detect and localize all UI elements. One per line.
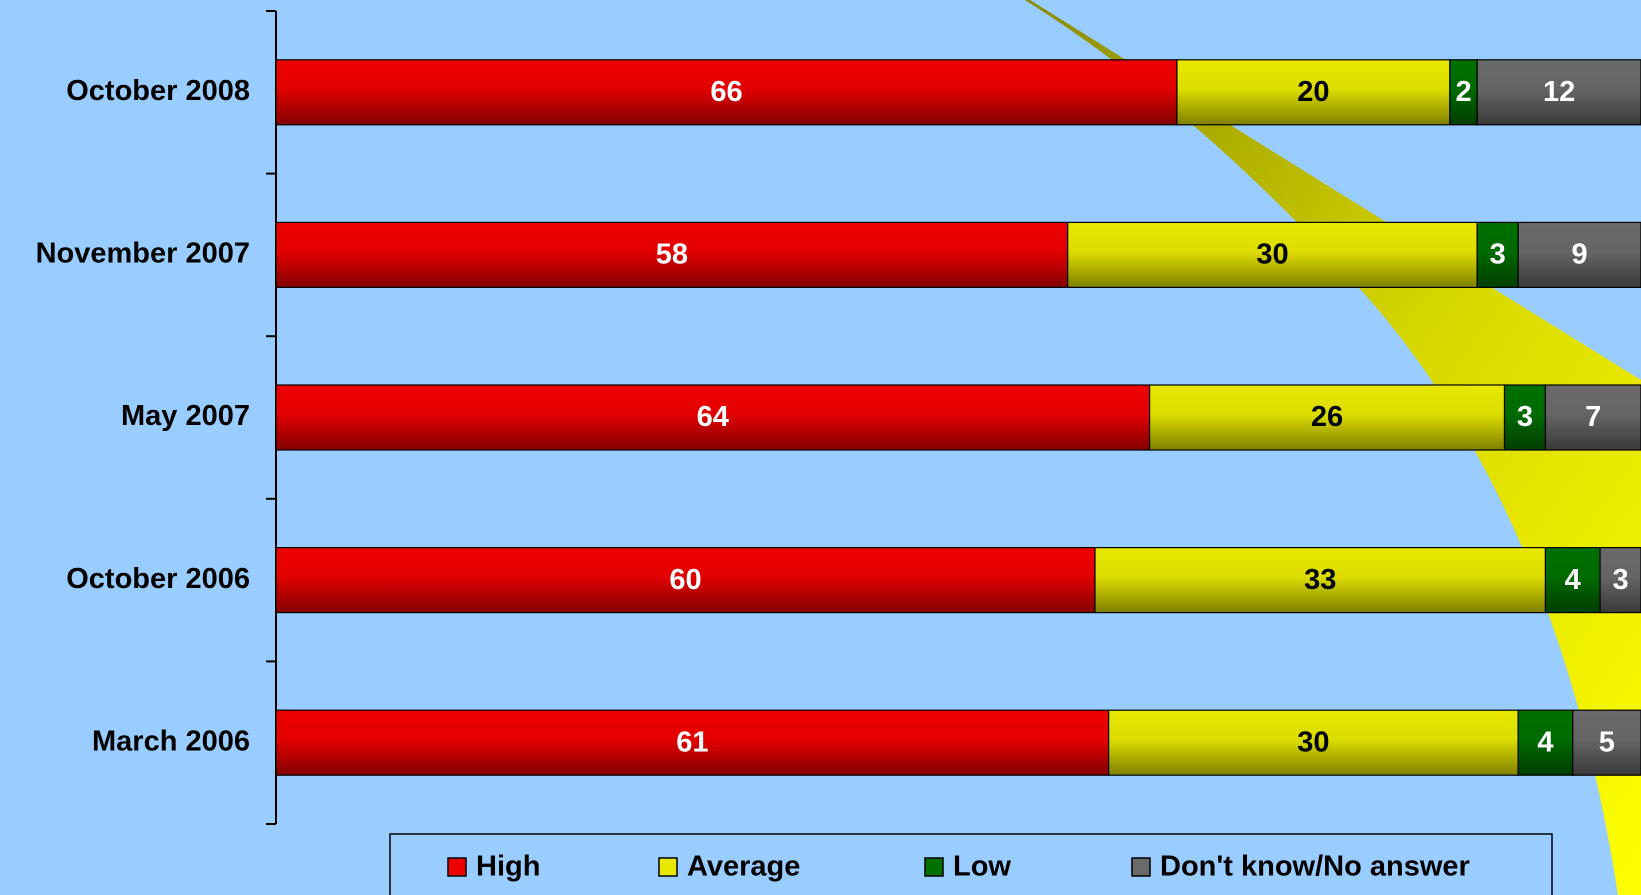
bar-shade <box>1504 385 1546 450</box>
bar-shade <box>1572 710 1641 776</box>
bar-shade <box>1518 710 1573 776</box>
bar-shade <box>1477 222 1519 288</box>
bar-shade <box>1108 710 1519 776</box>
y-tick-label: October 2006 <box>66 563 250 595</box>
plot-area: October 2008 66 20 2 12 November 2007 58 30 3 9 Ma… <box>36 10 1641 825</box>
bar-shade <box>276 59 1177 125</box>
bar-shade <box>1545 385 1641 450</box>
data-label: 33 <box>1304 564 1336 596</box>
data-label: 3 <box>1517 401 1533 433</box>
legend-swatch <box>1131 857 1151 877</box>
bar-shade <box>276 710 1109 776</box>
y-tick-label: March 2006 <box>92 725 250 757</box>
data-label: 4 <box>1537 726 1553 758</box>
data-label: 7 <box>1585 401 1601 433</box>
legend-label: High <box>476 851 540 883</box>
data-label: 20 <box>1297 76 1329 108</box>
data-label: 12 <box>1543 76 1575 108</box>
bar-shade <box>1545 547 1601 613</box>
bar-shade <box>1477 59 1641 125</box>
bar-shade <box>1067 222 1478 288</box>
y-tick-label: November 2007 <box>36 238 250 270</box>
bar-shade <box>276 547 1095 613</box>
data-label: 5 <box>1599 726 1615 758</box>
legend-box <box>389 833 1553 895</box>
data-label: 26 <box>1311 401 1343 433</box>
data-label: 60 <box>669 564 701 596</box>
bar-shade <box>1518 222 1641 288</box>
bar-shade <box>1176 59 1450 125</box>
legend-swatch <box>924 857 944 877</box>
y-tick-label: October 2008 <box>66 75 250 107</box>
bar-shade <box>276 385 1150 450</box>
legend-swatch <box>658 857 678 877</box>
bar-shade <box>1149 385 1505 450</box>
legend: High Average Low Don't know/No answer <box>447 851 1470 883</box>
bar-shade <box>1095 547 1546 613</box>
data-label: 3 <box>1490 239 1506 271</box>
data-label: 64 <box>697 401 729 433</box>
data-label: 4 <box>1565 564 1581 596</box>
legend-label: Don't know/No answer <box>1160 851 1470 883</box>
bar-shade <box>1449 59 1478 125</box>
bar-shade <box>276 222 1068 288</box>
bar-shade <box>1600 547 1641 613</box>
data-label: 66 <box>710 76 742 108</box>
data-label: 58 <box>656 239 688 271</box>
legend-label: Average <box>687 851 800 883</box>
data-label: 3 <box>1612 564 1628 596</box>
legend-swatch <box>447 857 467 877</box>
data-label: 61 <box>676 726 708 758</box>
legend-label: Low <box>953 851 1011 883</box>
y-tick-label: May 2007 <box>121 400 250 432</box>
data-label: 30 <box>1256 239 1288 271</box>
data-label: 2 <box>1455 76 1471 108</box>
data-label: 9 <box>1572 239 1588 271</box>
data-label: 30 <box>1297 726 1329 758</box>
